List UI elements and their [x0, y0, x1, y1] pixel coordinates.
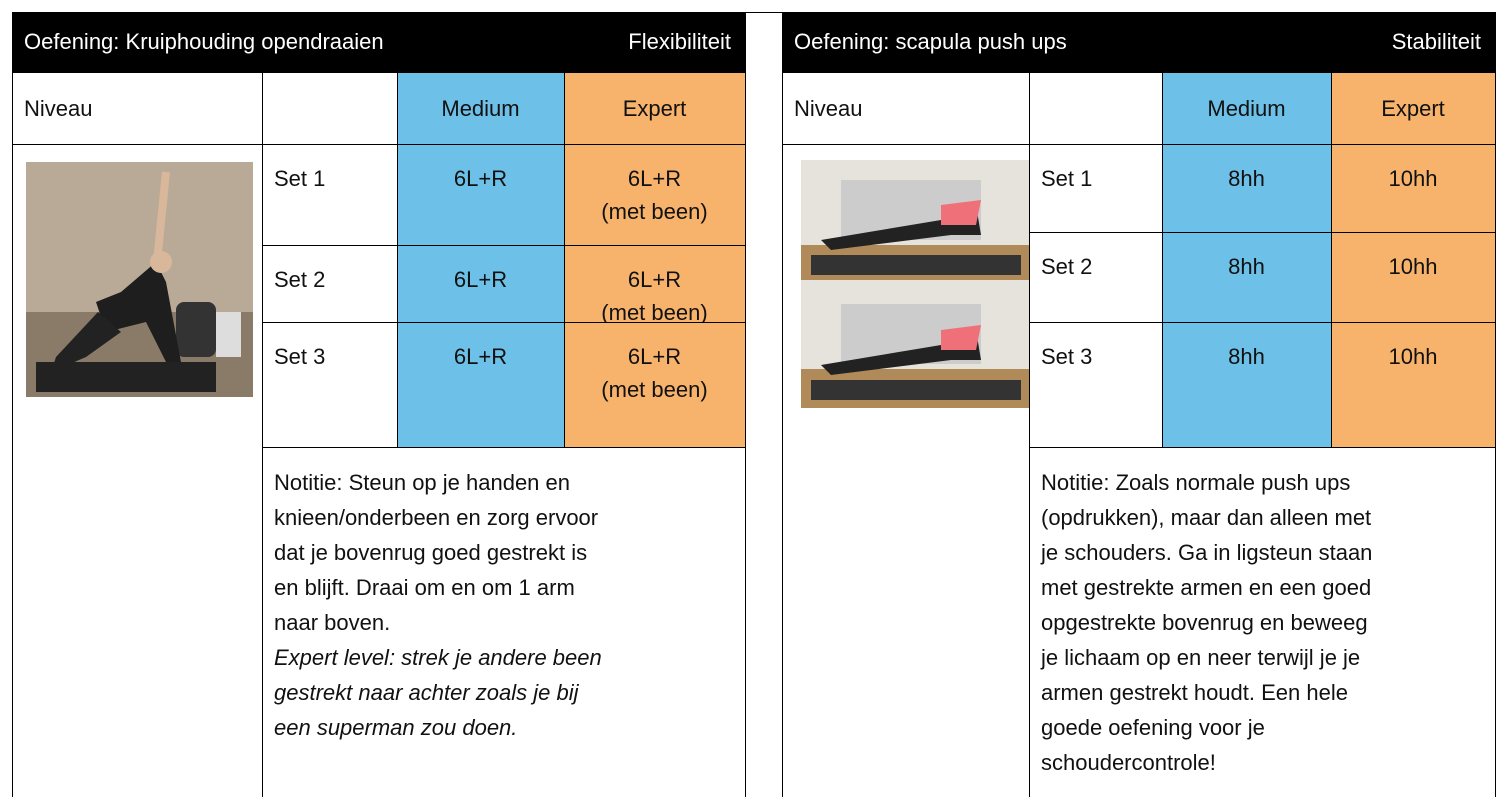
note-line: je lichaam op en neer terwijl je je	[1041, 645, 1361, 670]
level-name: Expert	[1381, 96, 1445, 121]
note-line: je schouders. Ga in ligsteun staan	[1041, 540, 1373, 565]
set-label: Set 3	[1041, 344, 1093, 369]
level-name: Medium	[1207, 96, 1286, 121]
expert-value: 10hh	[1388, 344, 1438, 369]
note-cell	[262, 447, 746, 797]
set-label: Set 2	[1041, 254, 1093, 279]
expert-value: 6L+R (met been)	[601, 267, 708, 325]
expert-cell	[564, 245, 746, 323]
set-cell	[262, 322, 398, 448]
expert-cell	[1331, 144, 1496, 233]
expert-cell	[564, 322, 746, 448]
note-line: opgestrekte bovenrug en beweeg	[1041, 610, 1368, 635]
exercise-title: Oefening: scapula push ups	[794, 29, 1067, 54]
medium-value: 8hh	[1228, 166, 1265, 191]
medium-cell	[1162, 322, 1332, 448]
note-line: knieen/onderbeen en zorg ervoor	[274, 505, 599, 530]
expert-value: 6L+R (met been)	[601, 166, 708, 224]
set-label: Set 1	[274, 166, 326, 191]
medium-value: 6L+R	[453, 166, 508, 191]
note-italic-line: Expert level: strek je andere been	[274, 645, 602, 670]
exercise-photo	[801, 160, 1029, 408]
exercise-photo	[26, 162, 253, 397]
exercise-category: Stabiliteit	[1391, 29, 1481, 54]
exercise-category: Flexibiliteit	[628, 29, 731, 54]
medium-cell	[1162, 144, 1332, 233]
expert-cell	[564, 144, 746, 246]
exercise-title: Oefening: Kruiphouding opendraaien	[24, 29, 384, 54]
level-label: Niveau	[794, 96, 863, 121]
note-line: naar boven.	[274, 610, 391, 635]
note-italic-line: gestrekt naar achter zoals je bij	[274, 680, 579, 705]
note-line: Notitie: Zoals normale push ups	[1041, 470, 1351, 495]
note-line: Notitie: Steun op je handen en	[274, 470, 571, 495]
note-line: en blijft. Draai om en om 1 arm	[274, 575, 575, 600]
set-cell	[1029, 144, 1163, 233]
level-label-cell	[12, 72, 263, 145]
note-line: met gestrekte armen en een goed	[1041, 575, 1372, 600]
set-cell	[262, 144, 398, 246]
medium-cell	[397, 144, 565, 246]
level-cell	[564, 72, 746, 145]
medium-value: 8hh	[1228, 254, 1265, 279]
medium-value: 6L+R	[453, 267, 508, 292]
expert-cell	[1331, 232, 1496, 323]
set-label: Set 2	[274, 267, 326, 292]
spacer-column	[745, 12, 783, 797]
cell	[262, 72, 398, 145]
medium-value: 6L+R	[453, 344, 508, 369]
set-label: Set 3	[274, 344, 326, 369]
level-label: Niveau	[24, 96, 93, 121]
note-line: (opdrukken), maar dan alleen met	[1041, 505, 1372, 530]
expert-value: 10hh	[1388, 254, 1438, 279]
note-cell	[1029, 447, 1496, 797]
note-line: schoudercontrole!	[1041, 750, 1216, 775]
level-name: Medium	[441, 96, 520, 121]
note-line: armen gestrekt houdt. Een hele	[1041, 680, 1348, 705]
level-name: Expert	[622, 96, 687, 121]
set-label: Set 1	[1041, 166, 1093, 191]
set-cell	[262, 245, 398, 323]
expert-value: 6L+R (met been)	[601, 344, 708, 402]
note-italic-line: een superman zou doen.	[274, 715, 518, 740]
expert-value: 10hh	[1388, 166, 1438, 191]
set-cell	[1029, 322, 1163, 448]
medium-value: 8hh	[1228, 344, 1265, 369]
level-label-cell	[782, 72, 1030, 145]
cell	[1029, 72, 1163, 145]
header-row	[12, 12, 746, 73]
note-line: goede oefening voor je	[1041, 715, 1265, 740]
note-line: dat je bovenrug goed gestrekt is	[274, 540, 588, 565]
expert-cell	[1331, 322, 1496, 448]
